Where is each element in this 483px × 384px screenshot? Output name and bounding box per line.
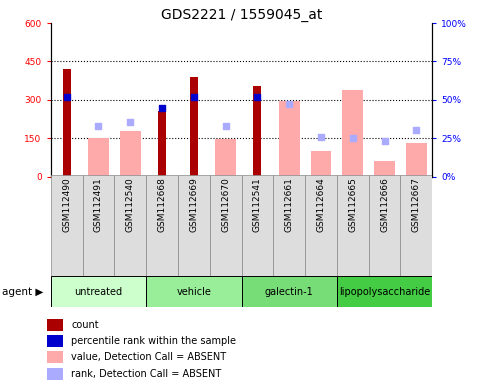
Bar (254, 86, 261, 177)
Bar (242, 276, 337, 307)
Text: percentile rank within the sample: percentile rank within the sample (71, 336, 236, 346)
Text: rank, Detection Call = ABSENT: rank, Detection Call = ABSENT (71, 369, 222, 379)
Bar (114, 175, 146, 276)
Bar (242, 175, 273, 276)
Bar (311, 151, 331, 177)
Text: untreated: untreated (74, 287, 123, 297)
Text: GSM112661: GSM112661 (284, 177, 294, 232)
Bar (146, 175, 178, 276)
Bar (210, 175, 242, 276)
Point (285, 101, 293, 107)
Text: lipopolysaccharide: lipopolysaccharide (339, 287, 430, 297)
Text: GSM112491: GSM112491 (94, 177, 103, 232)
Bar (158, 111, 166, 177)
Text: GSM112541: GSM112541 (253, 177, 262, 232)
Bar (83, 175, 114, 276)
Point (158, 104, 166, 111)
Bar (374, 161, 395, 177)
Bar (190, 77, 198, 177)
Text: GSM112669: GSM112669 (189, 177, 199, 232)
Point (254, 94, 261, 100)
Text: GSM112490: GSM112490 (62, 177, 71, 232)
Bar (337, 175, 369, 276)
Point (95, 123, 102, 129)
Bar (51, 175, 83, 276)
Bar (120, 131, 141, 177)
Text: agent ▶: agent ▶ (2, 287, 44, 297)
Bar (215, 139, 236, 177)
Text: galectin-1: galectin-1 (265, 287, 313, 297)
Bar (273, 175, 305, 276)
Text: GSM112668: GSM112668 (157, 177, 167, 232)
Text: count: count (71, 319, 99, 330)
Text: GSM112665: GSM112665 (348, 177, 357, 232)
Bar (178, 175, 210, 276)
Bar (406, 143, 426, 177)
Bar (369, 175, 400, 276)
Bar (47, 351, 63, 363)
Point (190, 94, 198, 100)
Point (63, 94, 71, 100)
Text: GSM112664: GSM112664 (316, 177, 326, 232)
Bar (51, 276, 146, 307)
Bar (88, 138, 109, 177)
Bar (279, 101, 299, 177)
Bar (337, 276, 432, 307)
Text: GSM112670: GSM112670 (221, 177, 230, 232)
Title: GDS2221 / 1559045_at: GDS2221 / 1559045_at (161, 8, 322, 22)
Bar (47, 319, 63, 331)
Point (412, 127, 420, 133)
Bar (47, 335, 63, 347)
Point (349, 135, 356, 141)
Bar (400, 175, 432, 276)
Point (381, 138, 388, 144)
Bar (63, 69, 71, 177)
Bar (342, 89, 363, 177)
Point (317, 134, 325, 140)
Point (222, 123, 229, 129)
Text: GSM112666: GSM112666 (380, 177, 389, 232)
Text: vehicle: vehicle (176, 287, 211, 297)
Text: GSM112540: GSM112540 (126, 177, 135, 232)
Bar (146, 276, 242, 307)
Point (127, 119, 134, 125)
Text: value, Detection Call = ABSENT: value, Detection Call = ABSENT (71, 352, 227, 362)
Bar (47, 368, 63, 379)
Bar (305, 175, 337, 276)
Text: GSM112667: GSM112667 (412, 177, 421, 232)
